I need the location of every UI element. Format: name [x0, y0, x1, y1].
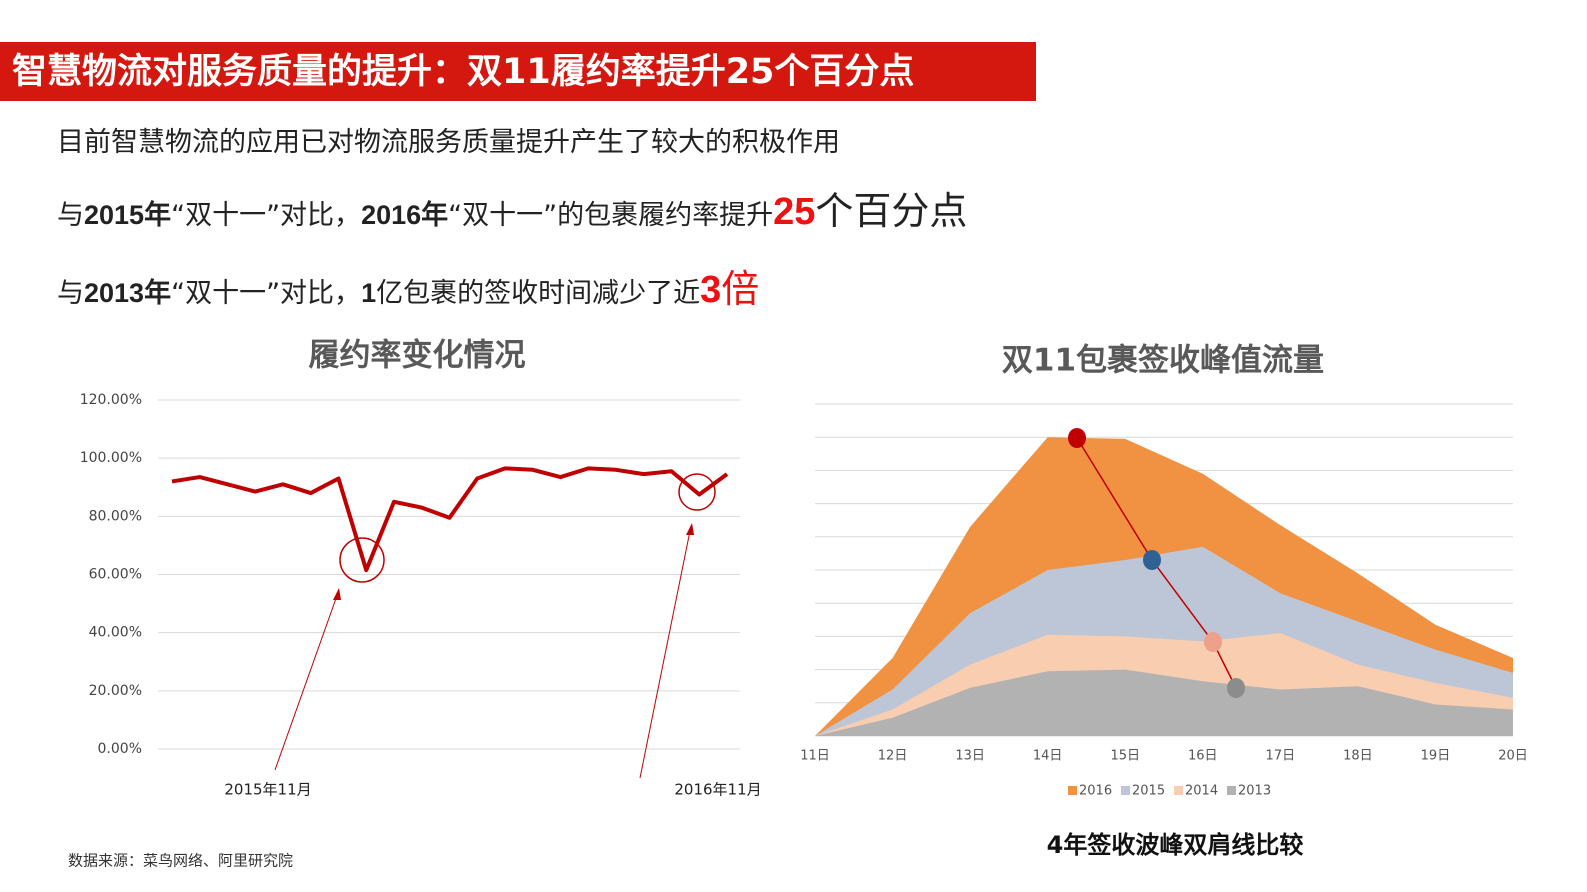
y-tick-label: 80.00% — [89, 508, 142, 524]
legend-swatch — [1121, 786, 1130, 795]
line — [171, 466, 729, 573]
arrow-head — [686, 523, 694, 535]
bullet-line: 目前智慧物流的应用已对物流服务质量提升产生了较大的积极作用 — [57, 120, 840, 159]
x-tick-label: 14日 — [1033, 749, 1063, 764]
y-tick-label: 60.00% — [89, 567, 142, 583]
highlight-circle — [678, 473, 716, 511]
legend-label: 2013 — [1238, 784, 1271, 799]
bullet-line: 与 2015年 “双十一”对比， 2016年 “双十一”的包裹履约率提升 25 个百分点 — [57, 180, 967, 235]
x-tick-label: 15日 — [1110, 749, 1140, 764]
peak-marker — [1204, 632, 1222, 652]
y-tick-label: 40.00% — [89, 625, 142, 641]
y-tick-label: 120.00% — [80, 392, 142, 408]
legend-label: 2016 — [1079, 784, 1112, 799]
y-tick-label: 0.00% — [98, 741, 142, 757]
y-tick-label: 20.00% — [89, 683, 142, 699]
bullet-segment: 1 — [361, 278, 377, 308]
x-tick-label: 17日 — [1266, 749, 1296, 764]
peak-marker — [1068, 428, 1086, 448]
bullet-segment: 与 — [57, 278, 84, 309]
legend-label: 2015 — [1132, 784, 1165, 799]
legend-swatch — [1068, 786, 1077, 795]
legend-label: 2014 — [1185, 784, 1218, 799]
y-tick-label: 100.00% — [80, 450, 142, 466]
x-tick-label: 18日 — [1343, 749, 1373, 764]
peak-marker — [1143, 550, 1161, 570]
x-tick-label: 11日 — [800, 749, 830, 764]
x-tick-label: 13日 — [955, 749, 985, 764]
arrow — [639, 525, 692, 779]
chart-title: 双11包裹签收峰值流量 — [1002, 343, 1324, 379]
annotation: 2016年11月 — [674, 781, 761, 799]
x-tick-label: 12日 — [878, 749, 908, 764]
arrow-head — [333, 588, 341, 600]
annotation: 2015年11月 — [224, 781, 311, 799]
bullet-segment: “双十一”对比， — [171, 200, 362, 231]
legend-swatch — [1227, 786, 1236, 795]
peak-link — [1076, 437, 1237, 689]
bullet-segment: 2016年 — [361, 200, 449, 230]
bullet-segment: 倍 — [721, 267, 760, 311]
x-tick-label: 19日 — [1421, 749, 1451, 764]
highlight-circle — [339, 537, 385, 583]
bullet-segment: 目前智慧物流的应用已对物流服务质量提升产生了较大的积极作用 — [57, 127, 840, 158]
bullet-segment: “双十一”的包裹履约率提升 — [448, 200, 774, 231]
peak-marker — [1227, 678, 1245, 698]
bullet-segment: “双十一”对比， — [171, 278, 362, 309]
arrow — [274, 589, 340, 771]
slide-title: 智慧物流对服务质量的提升：双11履约率提升25个百分点 — [12, 52, 914, 92]
area — [815, 669, 1513, 736]
caption: 4年签收波峰双肩线比较 — [1047, 831, 1304, 859]
bullet-segment: 与 — [57, 200, 84, 231]
bullet-segment: 个百分点 — [815, 189, 968, 233]
x-tick-label: 16日 — [1188, 749, 1218, 764]
bullet-segment: 2013年 — [84, 278, 172, 308]
bullet-segment: 亿包裹的签收时间减少了近 — [376, 278, 701, 309]
source: 数据来源：菜鸟网络、阿里研究院 — [68, 852, 293, 870]
bullet-segment: 25 — [773, 191, 816, 233]
chart-title: 履约率变化情况 — [309, 338, 526, 374]
x-tick-label: 20日 — [1498, 749, 1528, 764]
bullet-line: 与 2013年 “双十一”对比， 1 亿包裹的签收时间减少了近 3 倍 — [57, 258, 759, 313]
bullet-segment: 3 — [700, 269, 722, 311]
title-bar — [0, 42, 1036, 101]
legend-swatch — [1174, 786, 1183, 795]
bullet-segment: 2015年 — [84, 200, 172, 230]
